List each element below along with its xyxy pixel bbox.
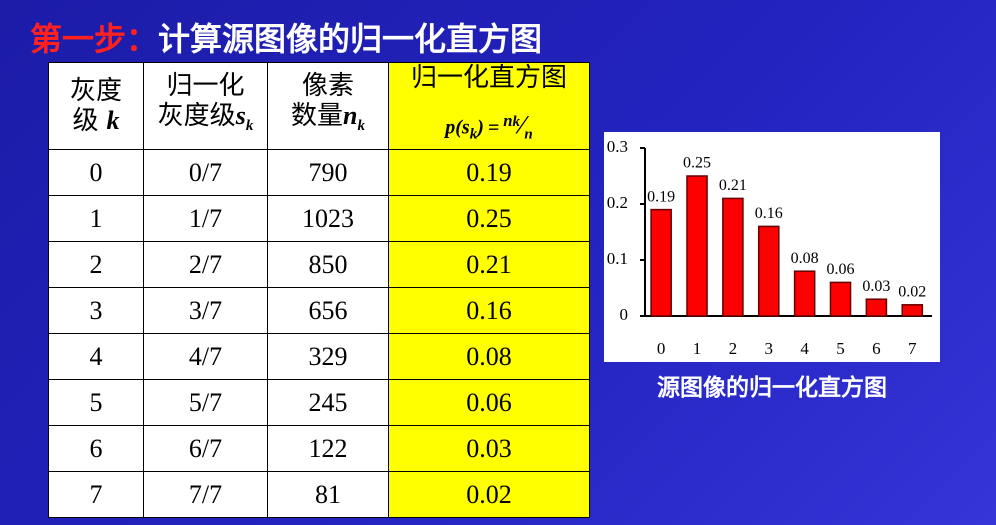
histogram-table: 灰度级 k 归一化 灰度级sk 像素 数量nk 归一化直方图 p(sk) = nk⁄n 0 0/7 79… [48, 62, 590, 518]
chart-caption: 源图像的归一化直方图 [657, 375, 887, 400]
header-text: 灰度级 [157, 100, 236, 130]
value-label: 0.03 [862, 278, 890, 295]
value-label: 0.02 [898, 283, 926, 300]
x-tick-label: 2 [729, 339, 738, 358]
value-label: 0.21 [719, 177, 747, 194]
header-sub: k [357, 118, 365, 135]
table-cell: 0.03 [388, 425, 590, 472]
table-cell: 0.16 [388, 287, 590, 334]
header-line: 像素 [301, 70, 354, 100]
header-text: 数量 [291, 100, 344, 130]
slide-title: 第一步：计算源图像的归一化直方图 [30, 14, 542, 60]
formula-part: p(s [445, 116, 470, 139]
header-sub: k [245, 118, 254, 135]
table-cell: 0.19 [388, 149, 590, 196]
table-row: 7 7/7 81 0.02 [48, 471, 590, 518]
table-cell: 656 [267, 287, 389, 334]
table-cell: 122 [267, 425, 389, 472]
formula: p(sk) = nk⁄n [389, 110, 589, 143]
table-cell: 245 [267, 379, 389, 426]
bar [793, 270, 816, 317]
table-row: 4 4/7 329 0.08 [48, 333, 590, 380]
table-cell: 790 [267, 149, 389, 196]
bar [829, 281, 852, 317]
table-cell: 0.21 [388, 241, 590, 288]
bar [722, 197, 744, 317]
table-cell: 850 [267, 241, 389, 288]
header-var: s [235, 100, 246, 130]
table-cell: 4/7 [143, 333, 268, 380]
table-row: 2 2/7 850 0.21 [48, 241, 590, 288]
bar [650, 208, 672, 317]
title-text: 计算源图像的归一化直方图 [158, 21, 543, 57]
formula-den: n [524, 126, 533, 143]
header-cell: 像素 数量nk [267, 62, 389, 150]
table-cell: 1023 [267, 195, 389, 242]
header-var: k [106, 106, 120, 135]
table-cell: 7 [48, 471, 144, 518]
x-tick-label: 0 [657, 339, 666, 358]
header-cell: 归一化 灰度级sk [143, 62, 268, 150]
x-tick-label: 3 [765, 339, 774, 358]
header-row: 灰度级 k 归一化 灰度级sk 像素 数量nk 归一化直方图 p(sk) = nk⁄n [48, 62, 590, 150]
x-tick-label: 6 [872, 339, 881, 358]
value-label: 0.19 [647, 188, 675, 205]
table-cell: 0.25 [388, 195, 590, 242]
formula-slash: ⁄ [520, 110, 525, 140]
y-tick-label: 0.2 [607, 193, 628, 212]
x-tick-label: 7 [908, 339, 917, 358]
x-tick-label: 5 [836, 339, 845, 358]
table-cell: 0.02 [388, 471, 590, 518]
table-row: 1 1/7 1023 0.25 [48, 195, 590, 242]
table-cell: 0.08 [388, 333, 590, 380]
formula-num: n [503, 111, 513, 130]
header-cell: 归一化直方图 p(sk) = nk⁄n [388, 62, 590, 150]
value-label: 0.16 [755, 205, 783, 222]
table-cell: 1/7 [143, 195, 268, 242]
table-row: 3 3/7 656 0.16 [48, 287, 590, 334]
header-line: 数量nk [268, 101, 388, 141]
table-row: 0 0/7 790 0.19 [48, 149, 590, 196]
x-tick-label: 4 [800, 339, 809, 358]
table-row: 6 6/7 122 0.03 [48, 425, 590, 472]
table-cell: 4 [48, 333, 144, 380]
table-cell: 81 [267, 471, 389, 518]
header-line: 归一化 [166, 70, 245, 100]
formula-sub: k [469, 126, 478, 143]
table-cell: 2 [48, 241, 144, 288]
x-tick-label: 1 [693, 339, 702, 358]
table-cell: 0/7 [143, 149, 268, 196]
header-var: n [343, 100, 358, 130]
value-label: 0.25 [683, 155, 711, 172]
value-label: 0.08 [791, 250, 819, 267]
header-cell: 灰度级 k [48, 62, 144, 150]
bar [865, 298, 888, 317]
table-cell: 7/7 [143, 471, 268, 518]
bar [757, 225, 780, 317]
table-cell: 1 [48, 195, 144, 242]
y-tick-label: 0.3 [607, 137, 628, 156]
formula-part: ) [477, 116, 484, 139]
bar [901, 304, 924, 317]
table-cell: 6 [48, 425, 144, 472]
header-line: 归一化直方图 [410, 63, 567, 92]
table-cell: 0.06 [388, 379, 590, 426]
step-label: 第一步： [30, 21, 159, 57]
header-line: 灰度级sk [144, 101, 267, 141]
bar [686, 175, 708, 317]
y-tick-label: 0 [620, 305, 629, 324]
header-line: 灰度 [69, 76, 122, 105]
formula-eq: = [487, 116, 500, 139]
table-cell: 2/7 [143, 241, 268, 288]
header-text: 级 [72, 106, 99, 135]
y-tick-label: 0.1 [607, 249, 628, 268]
formula-sub: k [512, 114, 521, 130]
value-label: 0.06 [827, 261, 855, 278]
